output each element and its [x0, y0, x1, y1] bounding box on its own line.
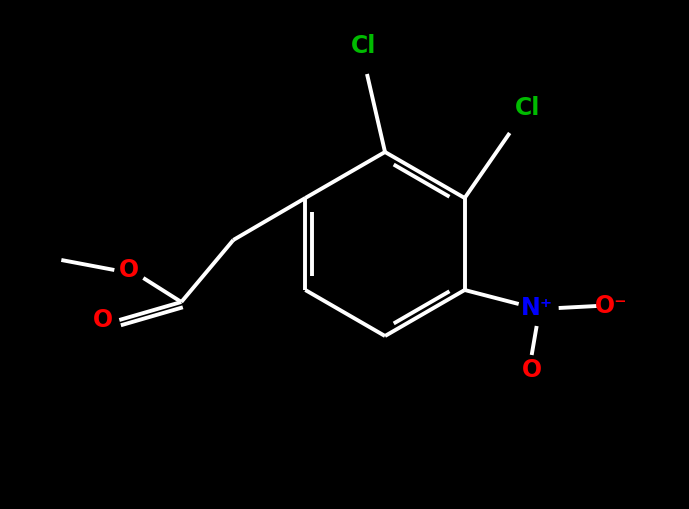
Text: O: O: [522, 358, 542, 382]
Text: O⁻: O⁻: [595, 294, 628, 318]
Text: Cl: Cl: [515, 96, 540, 120]
Text: Cl: Cl: [351, 34, 377, 58]
Text: O: O: [93, 308, 114, 332]
Text: O: O: [119, 258, 139, 282]
Text: N⁺: N⁺: [521, 296, 553, 320]
